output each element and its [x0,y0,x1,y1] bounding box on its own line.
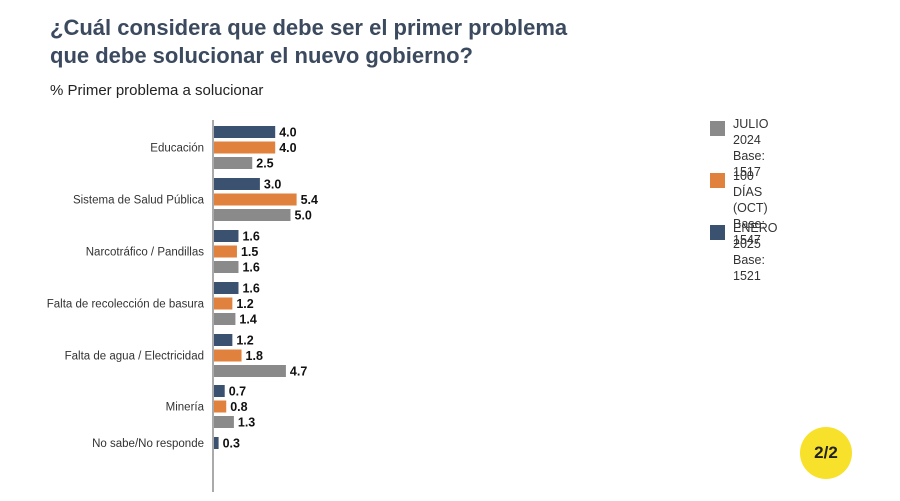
chart-title-line-1: ¿Cuál considera que debe ser el primer p… [50,15,568,40]
data-label: 1.4 [239,313,256,327]
chart-title-line-2: que debe solucionar el nuevo gobierno? [50,43,473,68]
bar [214,230,239,242]
data-label: 0.8 [230,400,247,414]
data-label: 0.3 [223,437,240,451]
bar [214,209,291,221]
bar [214,437,219,449]
legend-base-julio-2024: Base: 1517 [733,149,765,179]
data-label: 4.0 [279,141,296,155]
data-label: 1.2 [236,297,253,311]
data-label: 1.2 [236,334,253,348]
legend-swatch-100-dias [710,173,725,188]
category-label: Educación [150,143,204,155]
legend-swatch-enero-2025 [710,225,725,240]
legend-base-100-dias: Base: 1547 [733,217,765,247]
bar [214,178,260,190]
data-label: 1.6 [242,261,259,275]
data-label: 1.3 [238,416,255,430]
bar [214,157,253,169]
chart-subtitle: % Primer problema a solucionar [50,82,264,99]
category-label: Falta de agua / Electricidad [65,351,204,363]
data-label: 1.8 [246,349,263,363]
category-label: Narcotráfico / Pandillas [86,247,204,259]
category-label: Falta de recolección de basura [47,299,205,311]
category-label: Minería [166,402,205,414]
bar [214,334,233,346]
legend-label-julio-2024: JULIO 2024 [733,117,769,147]
bar [214,313,236,325]
bar [214,400,227,413]
data-label: 1.6 [242,282,259,296]
data-label: 1.6 [242,230,259,244]
data-label: 5.0 [295,209,312,223]
chart-title: ¿Cuál considera que debe ser el primer p… [50,14,690,70]
bar [214,416,234,428]
data-label: 1.5 [241,245,258,259]
bar [214,365,286,377]
page-indicator-badge: 2/2 [800,427,852,479]
bar [214,245,237,258]
data-label: 3.0 [264,178,281,192]
bar [214,349,242,362]
bar [214,193,297,206]
bar [214,297,233,310]
bar [214,141,276,154]
category-label: No sabe/No responde [92,438,204,450]
data-label: 2.5 [256,157,273,171]
legend-label-enero-2025: ENERO 2025 [733,221,778,251]
bar [214,282,239,294]
bar [214,126,276,138]
legend-label-100-dias: 100 DÍAS (OCT) [733,169,768,215]
bar [214,385,225,397]
data-label: 0.7 [229,385,246,399]
data-label: 4.0 [279,126,296,140]
legend-base-enero-2025: Base: 1521 [733,253,765,283]
legend-swatch-julio-2024 [710,121,725,136]
data-label: 5.4 [301,193,318,207]
category-label: Sistema de Salud Pública [73,195,205,207]
bar [214,261,239,273]
data-label: 4.7 [290,365,307,379]
